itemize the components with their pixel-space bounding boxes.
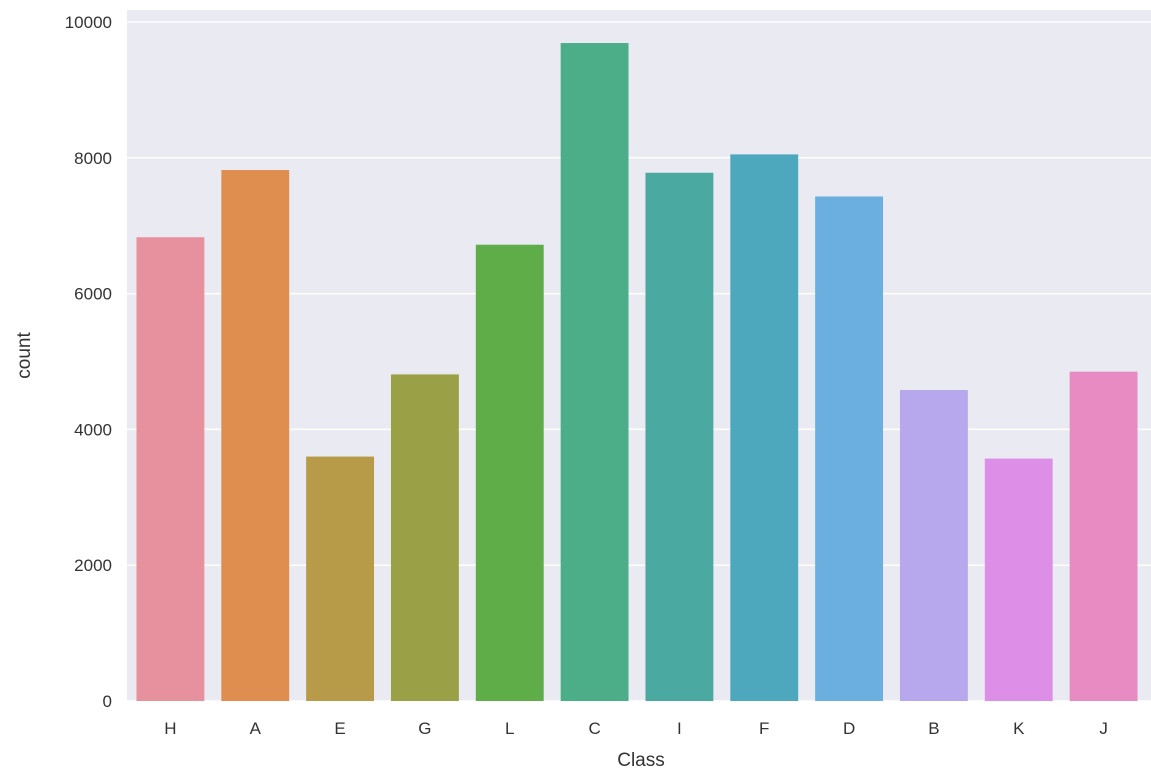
x-tick-label: I (677, 719, 682, 738)
y-tick-label: 0 (103, 692, 112, 711)
y-axis-label: count (14, 332, 35, 379)
x-tick-label: L (505, 719, 514, 738)
plot-background (127, 10, 1151, 701)
bar-F (730, 154, 799, 701)
x-tick-label: D (843, 719, 855, 738)
x-tick-label: E (334, 719, 345, 738)
bar-B (899, 390, 968, 701)
y-tick-label: 6000 (74, 285, 112, 304)
x-tick-label: H (164, 719, 176, 738)
x-tick-label: F (759, 719, 769, 738)
x-tick-label: B (928, 719, 939, 738)
x-axis-label: Class (617, 750, 665, 771)
bar-G (390, 374, 459, 701)
x-tick-label: K (1013, 719, 1025, 738)
x-tick-label: C (588, 719, 600, 738)
bar-C (560, 43, 629, 701)
y-tick-label: 2000 (74, 556, 112, 575)
x-tick-label: G (418, 719, 431, 738)
y-tick-label: 4000 (74, 420, 112, 439)
bar-I (645, 172, 714, 701)
bar-L (475, 244, 544, 701)
bars (136, 43, 1138, 702)
bar-J (1069, 371, 1138, 701)
y-tick-labels: 0 2000 4000 6000 8000 10000 (65, 13, 112, 711)
x-tick-label: J (1099, 719, 1108, 738)
bar-D (815, 196, 884, 702)
y-tick-label: 8000 (74, 149, 112, 168)
bar-A (221, 170, 290, 702)
bar-H (136, 237, 205, 702)
grid-lines (127, 21, 1151, 702)
x-tick-label: A (250, 719, 262, 738)
y-tick-label: 10000 (65, 13, 112, 32)
bar-E (306, 456, 375, 701)
bar-K (984, 458, 1053, 701)
